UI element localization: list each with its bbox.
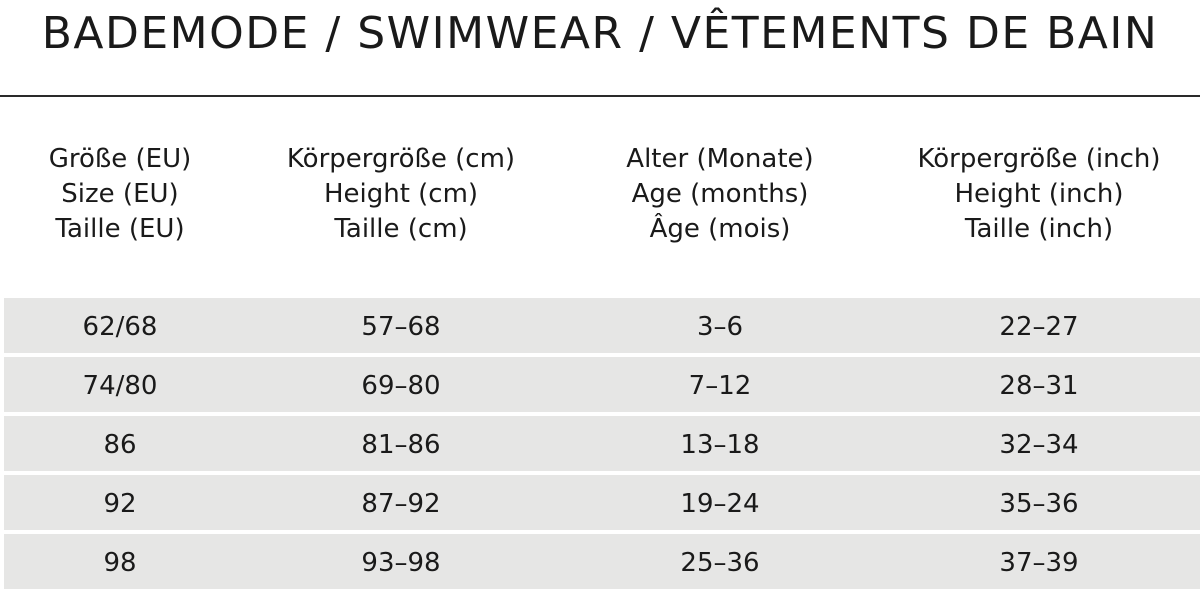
cell-height-cm: 57–68 bbox=[361, 312, 441, 342]
cell-age-months: 25–36 bbox=[680, 548, 760, 578]
column-header-size-eu: Größe (EU) Size (EU) Taille (EU) bbox=[0, 142, 240, 247]
cell-height-cm: 81–86 bbox=[361, 430, 441, 460]
header-line-fr: Taille (inch) bbox=[964, 214, 1114, 244]
header-line-fr: Taille (cm) bbox=[334, 214, 468, 244]
cell-height-cm: 87–92 bbox=[361, 489, 441, 519]
header-line-fr: Taille (EU) bbox=[55, 214, 185, 244]
title-divider bbox=[0, 95, 1200, 97]
cell-age-months: 3–6 bbox=[696, 312, 744, 342]
cell-size-eu: 74/80 bbox=[82, 371, 158, 401]
header-line-de: Größe (EU) bbox=[48, 144, 192, 174]
cell-age-months: 13–18 bbox=[680, 430, 760, 460]
cell-size-eu: 86 bbox=[103, 430, 137, 460]
cell-age-months: 7–12 bbox=[688, 371, 752, 401]
cell-height-inch: 37–39 bbox=[999, 548, 1079, 578]
cell-size-eu: 62/68 bbox=[82, 312, 158, 342]
column-header-age-months: Alter (Monate) Age (months) Âge (mois) bbox=[562, 142, 878, 247]
table-header: Größe (EU) Size (EU) Taille (EU) Körperg… bbox=[0, 142, 1200, 252]
cell-size-eu: 98 bbox=[103, 548, 137, 578]
cell-age-months: 19–24 bbox=[680, 489, 760, 519]
table-row: 92 87–92 19–24 35–36 bbox=[4, 475, 1200, 530]
cell-height-inch: 32–34 bbox=[999, 430, 1079, 460]
cell-height-inch: 22–27 bbox=[999, 312, 1079, 342]
cell-size-eu: 92 bbox=[103, 489, 137, 519]
header-line-en: Height (inch) bbox=[954, 179, 1124, 209]
header-line-en: Height (cm) bbox=[323, 179, 479, 209]
table-row: 74/80 69–80 7–12 28–31 bbox=[4, 357, 1200, 412]
page-title: BADEMODE / SWIMWEAR / VÊTEMENTS DE BAIN bbox=[41, 8, 1159, 59]
header-line-fr: Âge (mois) bbox=[649, 214, 791, 244]
column-header-height-cm: Körpergröße (cm) Height (cm) Taille (cm) bbox=[240, 142, 562, 247]
table-row: 62/68 57–68 3–6 22–27 bbox=[4, 298, 1200, 353]
header-line-en: Size (EU) bbox=[61, 179, 179, 209]
cell-height-inch: 35–36 bbox=[999, 489, 1079, 519]
header-line-de: Körpergröße (inch) bbox=[917, 144, 1161, 174]
header-line-de: Körpergröße (cm) bbox=[286, 144, 516, 174]
header-line-en: Age (months) bbox=[631, 179, 809, 209]
cell-height-cm: 69–80 bbox=[361, 371, 441, 401]
table-row: 86 81–86 13–18 32–34 bbox=[4, 416, 1200, 471]
column-header-height-inch: Körpergröße (inch) Height (inch) Taille … bbox=[878, 142, 1200, 247]
table-row: 98 93–98 25–36 37–39 bbox=[4, 534, 1200, 589]
cell-height-cm: 93–98 bbox=[361, 548, 441, 578]
cell-height-inch: 28–31 bbox=[999, 371, 1079, 401]
header-line-de: Alter (Monate) bbox=[626, 144, 814, 174]
